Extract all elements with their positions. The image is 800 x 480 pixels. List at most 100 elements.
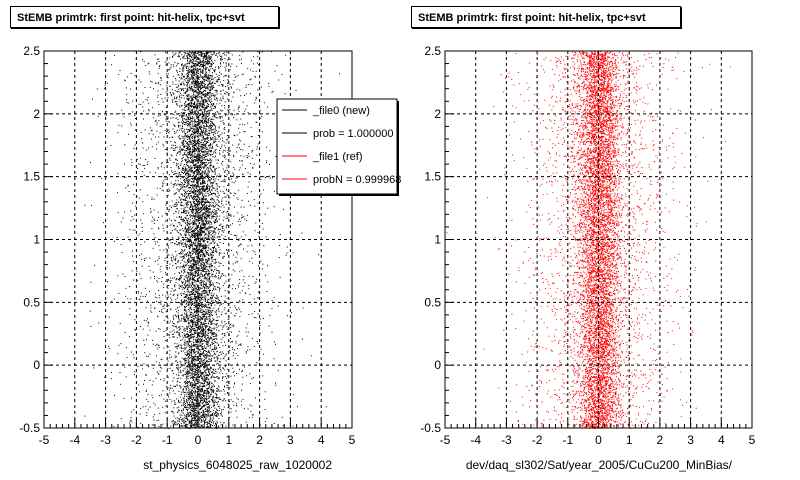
data-point <box>193 314 195 316</box>
data-point <box>183 397 185 399</box>
data-point <box>203 411 204 413</box>
data-point <box>195 390 196 392</box>
data-point <box>198 87 200 88</box>
data-point <box>220 325 222 327</box>
data-point <box>234 168 236 170</box>
data-point <box>211 400 213 402</box>
data-point <box>239 224 241 226</box>
data-point <box>196 248 198 250</box>
data-point <box>233 109 235 111</box>
data-point <box>210 178 212 180</box>
data-point <box>183 333 185 335</box>
data-point <box>190 243 191 245</box>
data-point <box>204 397 206 399</box>
data-point <box>188 182 190 184</box>
data-point <box>184 104 185 106</box>
data-point <box>201 311 203 313</box>
data-point <box>215 348 217 350</box>
data-point <box>219 398 221 400</box>
data-point <box>194 190 196 191</box>
data-point <box>196 422 198 424</box>
data-point <box>123 116 125 118</box>
data-point <box>194 285 196 287</box>
data-point <box>210 145 212 146</box>
data-point <box>211 67 213 69</box>
data-point <box>128 191 130 192</box>
data-point <box>192 405 194 407</box>
data-point <box>222 228 224 229</box>
data-point <box>184 345 186 347</box>
data-point <box>264 391 266 393</box>
data-point <box>212 104 214 106</box>
data-point <box>204 323 205 325</box>
data-point <box>194 296 196 298</box>
data-point <box>205 202 206 204</box>
data-point <box>194 244 196 246</box>
data-point <box>175 98 177 100</box>
data-point <box>206 175 208 177</box>
data-point <box>214 212 216 214</box>
data-point <box>140 278 142 280</box>
data-point <box>180 163 182 165</box>
data-point <box>208 263 210 265</box>
data-point <box>208 93 210 95</box>
data-point <box>205 217 207 219</box>
data-point <box>184 110 186 111</box>
data-point <box>236 147 238 148</box>
data-point <box>184 229 186 231</box>
data-point <box>209 80 211 82</box>
data-point <box>194 374 196 376</box>
data-point <box>196 73 198 75</box>
data-point <box>204 58 206 60</box>
data-point <box>175 299 177 300</box>
data-point <box>194 299 196 301</box>
data-point <box>185 186 187 188</box>
data-point <box>206 94 208 96</box>
data-point <box>183 179 185 181</box>
data-point <box>189 149 191 151</box>
data-point <box>225 196 227 198</box>
data-point <box>169 190 171 191</box>
data-point <box>212 226 214 228</box>
data-point <box>199 354 201 356</box>
data-point <box>265 236 267 238</box>
data-point <box>198 159 200 161</box>
data-point <box>215 282 217 284</box>
data-point <box>211 215 213 217</box>
data-point <box>201 338 203 340</box>
data-point <box>212 284 214 286</box>
data-point <box>196 383 198 385</box>
data-point <box>168 279 169 281</box>
data-point <box>93 367 95 369</box>
data-point <box>181 90 182 91</box>
data-point <box>181 303 183 305</box>
data-point <box>206 134 208 136</box>
data-point <box>204 73 206 75</box>
data-point <box>247 67 249 69</box>
data-point <box>184 367 186 369</box>
data-point <box>210 242 212 244</box>
data-point <box>184 195 186 197</box>
data-point <box>186 407 187 409</box>
data-point <box>210 359 212 360</box>
data-point <box>188 318 190 320</box>
data-point <box>190 320 192 322</box>
data-point <box>173 225 175 227</box>
data-point <box>223 238 224 240</box>
data-point <box>181 105 182 107</box>
data-point <box>192 368 194 370</box>
data-point <box>196 117 198 119</box>
data-point <box>198 254 200 256</box>
data-point <box>200 146 202 148</box>
data-point <box>132 229 134 231</box>
data-point <box>191 169 193 171</box>
data-point <box>212 317 214 319</box>
data-point <box>273 296 275 298</box>
data-point <box>193 82 195 84</box>
data-point <box>169 331 171 333</box>
data-point <box>212 129 214 131</box>
data-point <box>184 145 186 147</box>
data-point <box>191 185 192 187</box>
data-point <box>202 248 204 250</box>
data-point <box>237 253 239 255</box>
